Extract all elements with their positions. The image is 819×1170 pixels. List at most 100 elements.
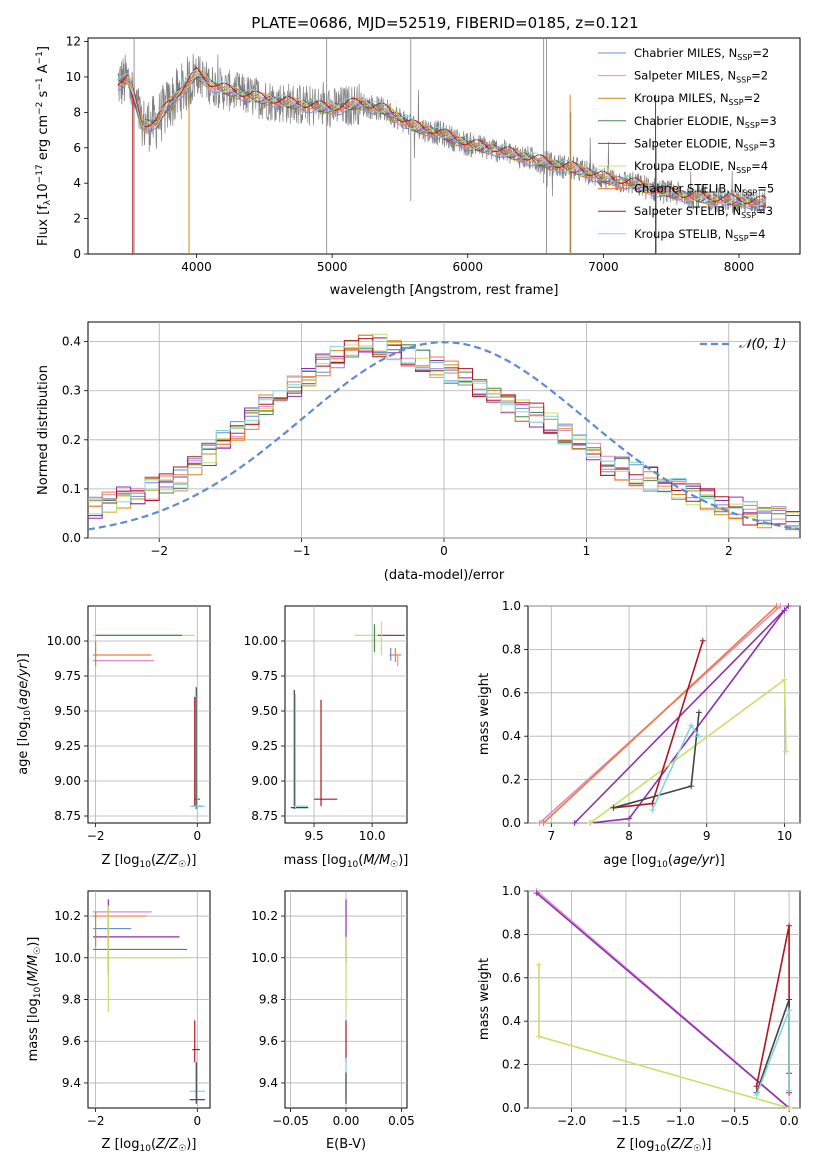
- cumulative-weight-line: [574, 605, 789, 824]
- x-tick-label: −2: [87, 829, 105, 843]
- model-spectrum: [117, 67, 767, 206]
- x-tick-label: 5000: [317, 260, 348, 274]
- weight-marker: [785, 603, 792, 609]
- x-tick-label: 8: [625, 829, 633, 843]
- weight-marker: [786, 996, 793, 1003]
- chart-title: PLATE=0686, MJD=52519, FIBERID=0185, z=0…: [251, 14, 638, 32]
- x-axis-label: Z [log10(Z/Z☉)]: [102, 1137, 197, 1154]
- residual-histogram-panel: −2 −1 0 1 2 0.0 0.1 0.2 0.3 0.4 𝒩(0, 1) (data-mode…: [36, 321, 801, 583]
- y-tick-label: 0.6: [502, 971, 521, 985]
- x-axis-label: (data-model)/error: [384, 568, 505, 583]
- legend-label: Kroupa MILES, NSSP=2: [634, 91, 760, 107]
- y-tick-label: 1.0: [502, 599, 521, 613]
- x-tick-label: 0.00: [333, 1114, 360, 1128]
- y-tick-label: 0.0: [62, 531, 81, 545]
- y-tick-label: 0.8: [502, 642, 521, 656]
- y-axis-label: age [log10(age/yr)]: [16, 653, 33, 775]
- model-spectrum: [117, 74, 767, 208]
- y-tick-label: 9.4: [62, 1076, 81, 1090]
- x-axis-label: mass [log10(M/M☉)]: [284, 853, 409, 870]
- y-tick-label: 0: [73, 247, 81, 261]
- weight-marker: [695, 733, 702, 740]
- x-axis-label: Z [log10(Z/Z☉)]: [617, 1137, 712, 1154]
- y-tick-label: 9.75: [251, 669, 278, 683]
- y-tick-label: 0.4: [62, 335, 81, 349]
- y-axis-label: mass weight: [477, 673, 492, 755]
- y-tick-label: 0.2: [62, 433, 81, 447]
- mass-vs-extinction-panel: −0.05 0.00 0.05 9.4 9.6 9.8 10.0 10.2 E(B-V): [251, 890, 415, 1152]
- x-tick-label: −2: [150, 544, 168, 558]
- y-tick-label: 6: [73, 141, 81, 155]
- cumulative-weight-line: [542, 605, 778, 824]
- y-tick-label: 4: [73, 176, 81, 190]
- y-tick-label: 0.0: [502, 1101, 521, 1115]
- weight-marker: [535, 1033, 542, 1040]
- legend-label: Salpeter MILES, NSSP=2: [634, 69, 768, 85]
- x-tick-label: 9.5: [305, 829, 324, 843]
- y-tick-label: 0.2: [502, 1058, 521, 1072]
- y-tick-label: 9.50: [54, 704, 81, 718]
- weight-marker: [786, 1105, 793, 1111]
- x-tick-label: −2: [87, 1114, 105, 1128]
- weight-marker: [781, 676, 788, 683]
- mass-vs-metallicity-panel: −2 0 9.4 9.6 9.8 10.0 10.2 Z [log10(Z/Z☉)] mas…: [26, 890, 211, 1154]
- y-tick-label: 9.6: [62, 1034, 81, 1048]
- legend-label: Chabrier STELIB, NSSP=5: [634, 182, 774, 198]
- age-vs-metallicity-panel: −2 0 8.75 9.00 9.25 9.50 9.75 10.00 Z [log10(Z/…: [16, 605, 211, 870]
- y-tick-label: 12: [66, 35, 81, 49]
- y-tick-label: 10.00: [244, 634, 278, 648]
- y-tick-label: 10.0: [54, 951, 81, 965]
- x-tick-label: 7: [547, 829, 555, 843]
- y-tick-label: 0.4: [502, 1014, 521, 1028]
- weight-marker: [781, 607, 788, 614]
- y-axis-label: mass weight: [477, 958, 492, 1040]
- age-vs-mass-panel: 9.5 10.0 8.75 9.00 9.25 9.50 9.75 10.00 mass [l…: [244, 605, 409, 870]
- y-tick-label: 8.75: [251, 809, 278, 823]
- y-tick-label: 9.00: [54, 774, 81, 788]
- x-tick-label: 10: [777, 829, 792, 843]
- x-tick-label: 8000: [724, 260, 755, 274]
- histogram-step: [88, 340, 800, 528]
- y-tick-label: 9.25: [54, 739, 81, 753]
- weight-marker: [587, 820, 594, 826]
- weight-marker: [533, 890, 540, 897]
- x-tick-label: 9: [703, 829, 711, 843]
- x-tick-label: 0.05: [388, 1114, 415, 1128]
- y-tick-label: 8: [73, 105, 81, 119]
- legend-label: Kroupa STELIB, NSSP=4: [634, 227, 765, 243]
- y-tick-label: 10.00: [47, 634, 81, 648]
- x-tick-label: 0.0: [780, 1114, 799, 1128]
- weight-marker: [786, 1087, 793, 1094]
- legend-label: Chabrier ELODIE, NSSP=3: [634, 114, 777, 130]
- weight-marker: [695, 709, 702, 716]
- weight-marker: [571, 820, 578, 826]
- y-tick-label: 0.3: [62, 384, 81, 398]
- y-axis-label: mass [log10(M/M☉)]: [26, 937, 43, 1062]
- weight-marker: [649, 800, 656, 807]
- y-tick-label: 9.4: [259, 1076, 278, 1090]
- x-tick-label: 0: [193, 1114, 201, 1128]
- y-tick-label: 0.4: [502, 729, 521, 743]
- x-tick-label: 10.0: [359, 829, 386, 843]
- x-tick-label: 6000: [452, 260, 483, 274]
- normal-curve: [87, 341, 801, 531]
- x-tick-label: 7000: [588, 260, 619, 274]
- weight-marker: [688, 722, 695, 729]
- y-tick-label: 9.00: [251, 774, 278, 788]
- x-tick-label: 1: [583, 544, 591, 558]
- spectrum-panel: 4000 5000 6000 7000 8000 0 2 4 6 8 10 12 Chabrier M…: [35, 35, 801, 298]
- weight-marker: [610, 804, 617, 811]
- y-axis-label: Normed distribution: [36, 365, 51, 495]
- plot-area: [117, 38, 767, 254]
- legend-label: Kroupa ELODIE, NSSP=4: [634, 159, 768, 175]
- y-tick-label: 9.50: [251, 704, 278, 718]
- x-axis-label: Z [log10(Z/Z☉)]: [102, 853, 197, 870]
- y-axis-label: Flux [fλ10−17 erg cm−2 s−1 A−1]: [35, 46, 53, 246]
- spectrum-legend: Chabrier MILES, NSSP=2 Salpeter MILES, NS…: [598, 46, 777, 243]
- y-tick-label: 10.0: [251, 951, 278, 965]
- x-tick-label: 4000: [181, 260, 212, 274]
- weight-marker: [783, 748, 790, 755]
- x-tick-label: 0: [440, 544, 448, 558]
- weight-marker: [626, 815, 633, 822]
